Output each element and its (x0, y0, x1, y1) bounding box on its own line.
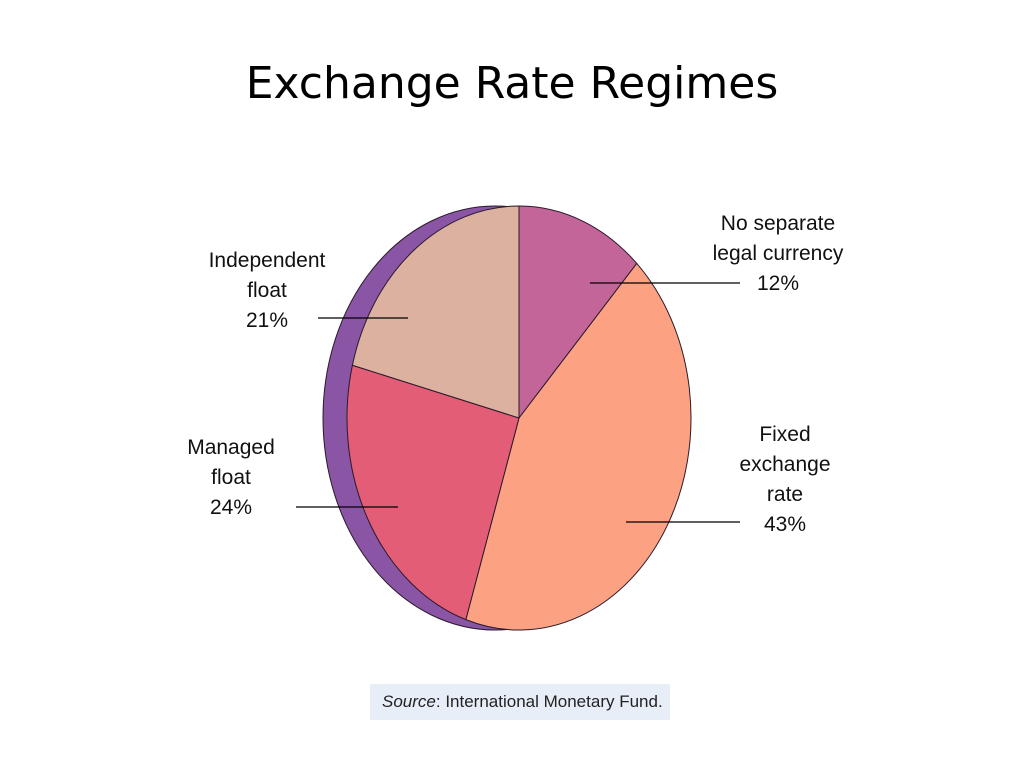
pie-slice-fixed-exchange-rate (465, 262, 692, 631)
slice-name-line: float (211, 466, 251, 489)
slice-value-label: 43% (764, 513, 806, 536)
pie-slice-no-separate-legal-currency (518, 205, 638, 420)
slice-label-no-separate-legal-currency: No separate legal currency 12% (713, 212, 844, 295)
slice-label-fixed-exchange-rate: Fixed exchange rate 43% (739, 423, 830, 536)
pie-slices (346, 205, 692, 631)
slice-label-independent-float: Independent float 21% (209, 249, 326, 332)
pie-slice-independent-float (351, 205, 520, 419)
slice-name-line: legal currency (713, 242, 844, 265)
slice-name-line: float (247, 279, 287, 302)
source-label: Source (382, 692, 436, 711)
source-note: Source: International Monetary Fund. (370, 684, 670, 720)
slice-value-label: 21% (246, 309, 288, 332)
slice-value-label: 12% (757, 272, 799, 295)
slice-label-managed-float: Managed float 24% (187, 436, 275, 519)
slice-name-line: rate (767, 483, 803, 506)
slide-title: Exchange Rate Regimes (245, 58, 779, 109)
slice-name-line: exchange (739, 453, 830, 476)
slice-name-line: Managed (187, 436, 275, 459)
slice-labels: No separate legal currency 12% Fixed exchang… (187, 212, 844, 536)
slice-name-line: No separate (721, 212, 835, 235)
slice-name-line: Fixed (759, 423, 810, 446)
slice-value-label: 24% (210, 496, 252, 519)
slice-name-line: Independent (209, 249, 326, 272)
label-leader-lines (296, 282, 740, 523)
source-text: : International Monetary Fund. (435, 692, 663, 711)
pie-slice-managed-float (346, 364, 520, 621)
